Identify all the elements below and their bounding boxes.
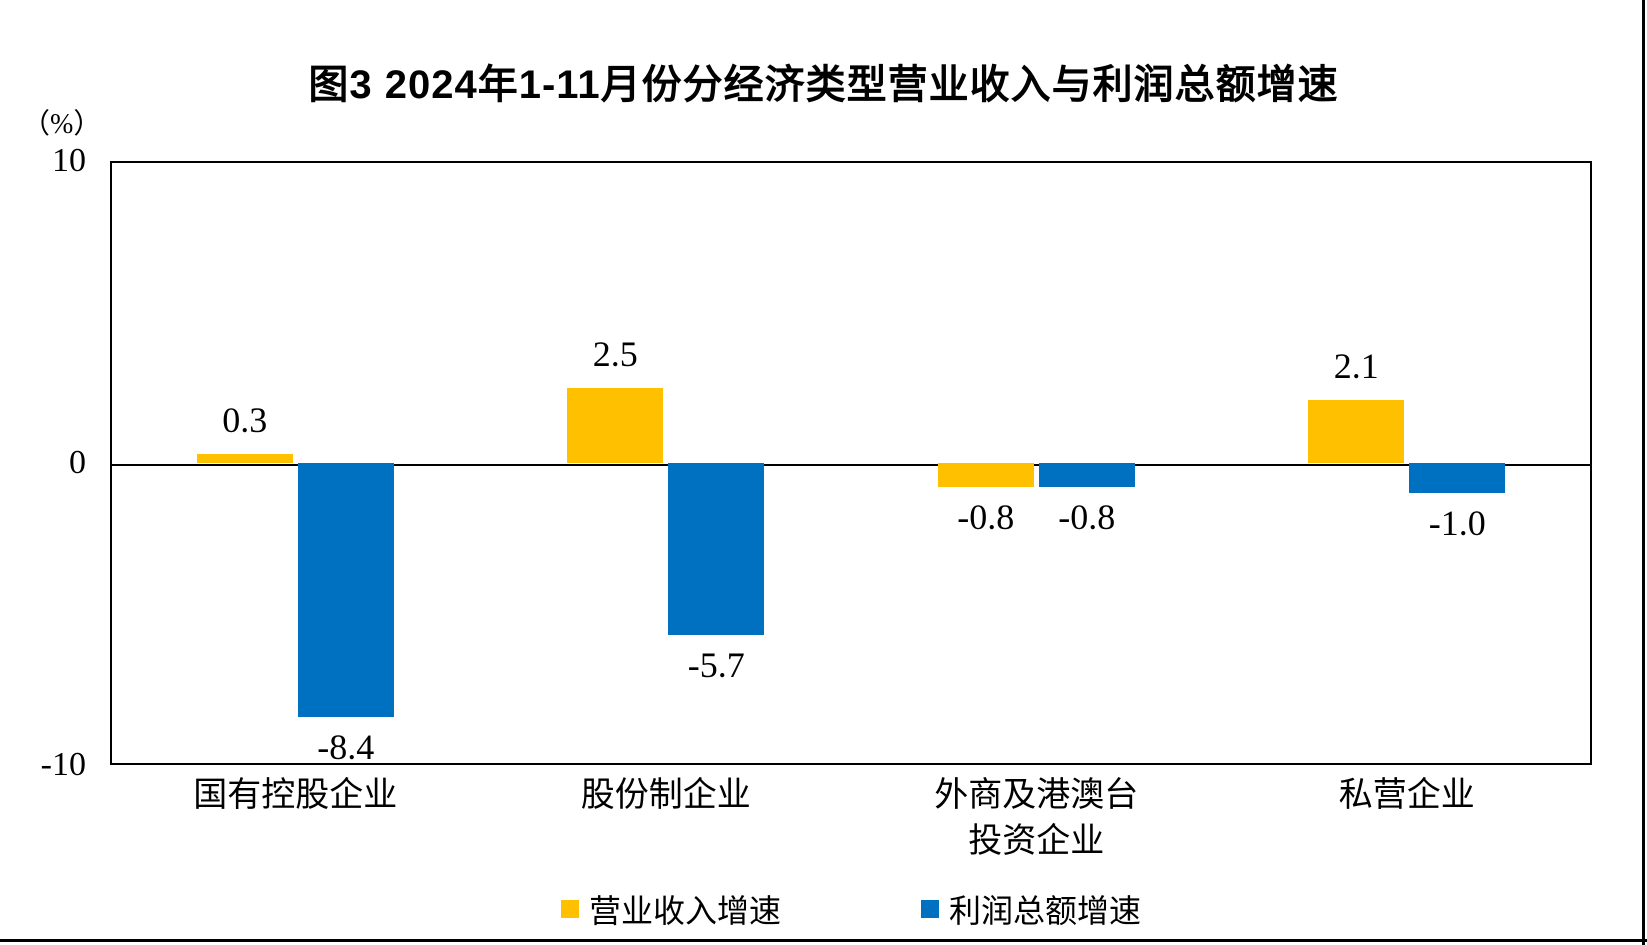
y-tick-label: 10 (52, 142, 86, 179)
chart-title: 图3 2024年1-11月份分经济类型营业收入与利润总额增速 (308, 63, 1339, 107)
legend-label: 营业收入增速 (588, 893, 781, 929)
bar-series1-group1 (196, 453, 293, 463)
bar-series1-group4 (1308, 399, 1405, 463)
page-border-bottom (0, 939, 1647, 942)
bar-value-label: -8.4 (317, 726, 375, 767)
bar-series2-group2 (668, 463, 765, 636)
bar-series2-group1 (297, 463, 394, 717)
category-label: 国有控股企业 (193, 777, 398, 814)
bar-value-label: -1.0 (1428, 503, 1486, 544)
category-label: 私营企业 (1338, 777, 1475, 814)
y-tick-label: 0 (69, 444, 86, 481)
bar-series2-group3 (1038, 463, 1135, 488)
bar-series2-group4 (1409, 463, 1506, 494)
legend-swatch-icon (921, 900, 939, 918)
page-border-right (1642, 0, 1645, 945)
bar-value-label: -0.8 (1058, 497, 1116, 538)
zero-axis-line (112, 464, 1590, 466)
category-label: 股份制企业 (580, 777, 751, 814)
bar-value-label: 2.1 (1333, 345, 1379, 386)
category-label: 外商及港澳台 投资企业 (934, 777, 1139, 860)
bar-series1-group3 (937, 463, 1034, 488)
bar-value-label: -0.8 (957, 497, 1015, 538)
bar-series1-group2 (567, 387, 664, 463)
bar-value-label: 2.5 (592, 333, 638, 374)
legend-item: 利润总额增速 (921, 886, 1141, 932)
chart-legend: 营业收入增速 利润总额增速 (110, 886, 1592, 932)
legend-item: 营业收入增速 (560, 886, 781, 932)
legend-swatch-icon (560, 900, 579, 918)
y-axis-unit-label: （%） (22, 109, 102, 140)
legend-label: 利润总额增速 (949, 893, 1142, 929)
y-tick-label: -10 (40, 746, 86, 783)
bar-value-label: -5.7 (687, 645, 745, 686)
bar-value-label: 0.3 (222, 399, 268, 440)
